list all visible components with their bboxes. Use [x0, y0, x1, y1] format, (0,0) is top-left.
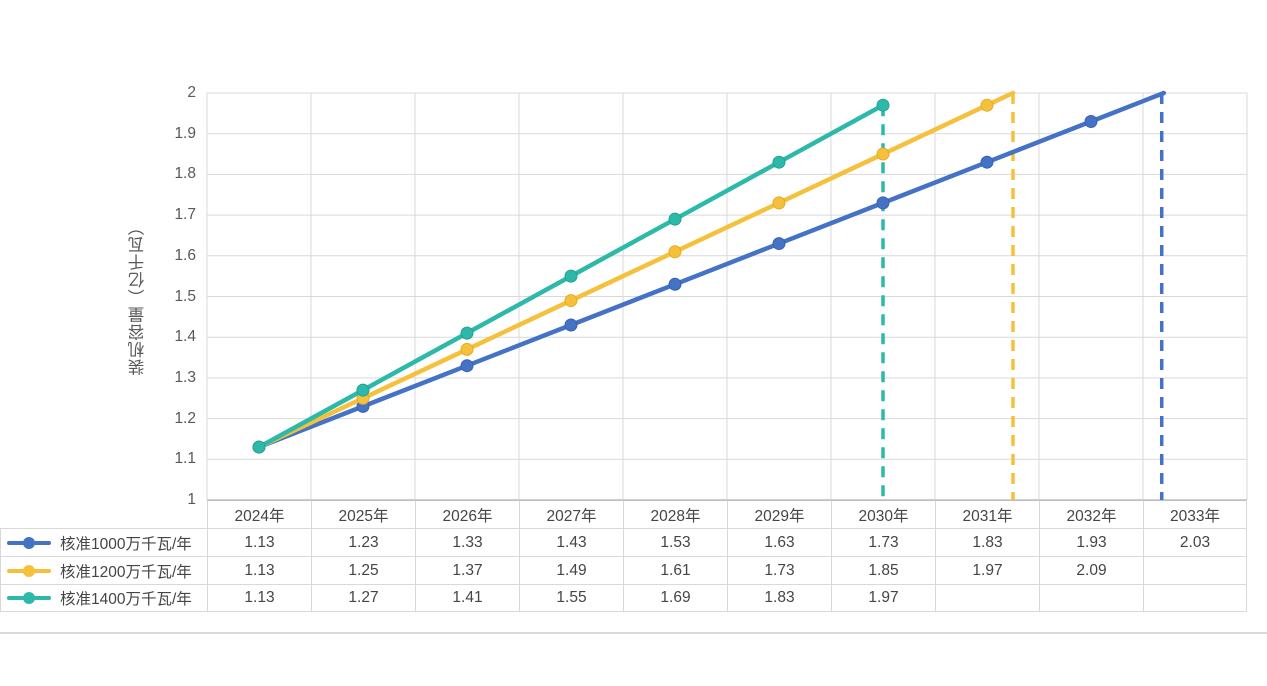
table-value-cell: 1.73 — [727, 556, 831, 584]
table-value-cell: 1.25 — [311, 556, 415, 584]
series-marker — [772, 155, 786, 169]
table-value-cell: 1.43 — [519, 528, 623, 556]
series-marker — [1084, 114, 1098, 128]
bottom-divider — [0, 632, 1267, 634]
series-marker — [772, 237, 786, 251]
legend-series-label: 核准1000万千瓦/年 — [60, 535, 192, 553]
y-tick-label: 2 — [187, 84, 196, 101]
table-value-cell — [1143, 556, 1247, 584]
table-value-cell: 1.53 — [623, 528, 727, 556]
table-value-cell: 1.27 — [311, 584, 415, 612]
table-value-cell — [935, 584, 1039, 612]
x-axis-year-label: 2032年 — [1039, 500, 1143, 528]
table-value-cell: 1.23 — [311, 528, 415, 556]
x-axis-year-label: 2031年 — [935, 500, 1039, 528]
legend-key-marker-icon — [23, 536, 35, 549]
x-axis-year-label: 2028年 — [623, 500, 727, 528]
series-marker — [668, 245, 682, 259]
plot-area[interactable] — [206, 90, 1248, 501]
y-tick-label: 1.1 — [174, 450, 196, 468]
series-marker — [564, 269, 578, 283]
series-line — [256, 90, 1016, 450]
table-value-cell — [1039, 584, 1143, 612]
y-tick-label: 1.9 — [174, 124, 196, 142]
table-value-cell: 1.55 — [519, 584, 623, 612]
legend-cell: 核准1200万千瓦/年 — [0, 556, 207, 584]
table-value-cell: 1.73 — [831, 528, 935, 556]
x-axis-year-label: 2027年 — [519, 500, 623, 528]
y-axis-title: 装机容量（亿千瓦） — [129, 217, 147, 376]
table-value-cell: 1.83 — [935, 528, 1039, 556]
table-value-cell: 1.97 — [935, 556, 1039, 584]
legend-series-label: 核准1400万千瓦/年 — [60, 591, 192, 608]
table-value-cell: 1.61 — [623, 556, 727, 584]
series-marker — [564, 294, 578, 308]
y-tick-label: 1.4 — [174, 328, 196, 346]
series-marker — [668, 212, 682, 226]
table-value-cell: 1.37 — [415, 556, 519, 584]
series-marker — [876, 147, 890, 161]
data-table: 2024年 2025年 2026年 2027年 2028年 2029年 2030年 2031年… — [0, 500, 1247, 612]
table-value-cell: 2.09 — [1039, 556, 1143, 584]
x-axis-year-label: 2025年 — [311, 500, 415, 528]
series-marker — [564, 318, 578, 332]
table-value-cell: 1.13 — [207, 556, 311, 584]
y-tick-label: 1.2 — [174, 409, 196, 427]
series-marker — [772, 196, 786, 210]
series-marker — [460, 326, 474, 340]
table-value-cell: 1.83 — [727, 584, 831, 612]
x-axis-year-label: 2030年 — [831, 500, 935, 528]
series-line — [256, 90, 1167, 450]
series-marker — [668, 277, 682, 291]
y-tick-label: 1.5 — [174, 287, 196, 305]
table-value-cell — [1143, 584, 1247, 612]
y-tick-label: 1 — [187, 491, 196, 508]
y-tick-label: 1.6 — [174, 246, 196, 264]
table-value-cell: 1.33 — [415, 528, 519, 556]
series-marker — [980, 98, 994, 112]
table-value-cell: 1.49 — [519, 556, 623, 584]
table-value-cell: 1.13 — [207, 528, 311, 556]
y-axis-title-wrap: 装机容量（亿千瓦） — [120, 93, 156, 500]
x-axis-year-label: 2026年 — [415, 500, 519, 528]
y-tick-label: 1.7 — [174, 206, 196, 224]
y-tick-label: 1.8 — [174, 165, 196, 183]
legend-key-marker-icon — [23, 564, 35, 577]
series-marker — [356, 383, 370, 397]
series-marker — [980, 155, 994, 169]
table-value-cell: 1.63 — [727, 528, 831, 556]
x-axis-year-label: 2033年 — [1143, 500, 1247, 528]
series-marker — [460, 359, 474, 373]
table-value-cell: 1.69 — [623, 584, 727, 612]
table-value-cell: 1.85 — [831, 556, 935, 584]
series-marker — [460, 342, 474, 356]
legend-key-marker-icon — [23, 592, 35, 604]
table-value-cell: 1.97 — [831, 584, 935, 612]
legend-key — [7, 591, 51, 605]
table-value-cell: 2.03 — [1143, 528, 1247, 556]
legend-cell: 核准1400万千瓦/年 — [0, 584, 207, 612]
legend-key — [7, 536, 51, 550]
table-corner-cell — [0, 500, 207, 528]
table-value-cell: 1.13 — [207, 584, 311, 612]
table-value-cell: 1.93 — [1039, 528, 1143, 556]
series-marker — [252, 440, 266, 454]
table-value-cell: 1.41 — [415, 584, 519, 612]
x-axis-year-label: 2024年 — [207, 500, 311, 528]
series-marker — [876, 98, 890, 112]
x-axis-year-label: 2029年 — [727, 500, 831, 528]
y-tick-label: 1.3 — [174, 368, 196, 386]
legend-series-label: 核准1200万千瓦/年 — [60, 563, 192, 581]
legend-cell: 核准1000万千瓦/年 — [0, 528, 207, 556]
legend-key — [7, 564, 51, 578]
series-marker — [876, 196, 890, 210]
